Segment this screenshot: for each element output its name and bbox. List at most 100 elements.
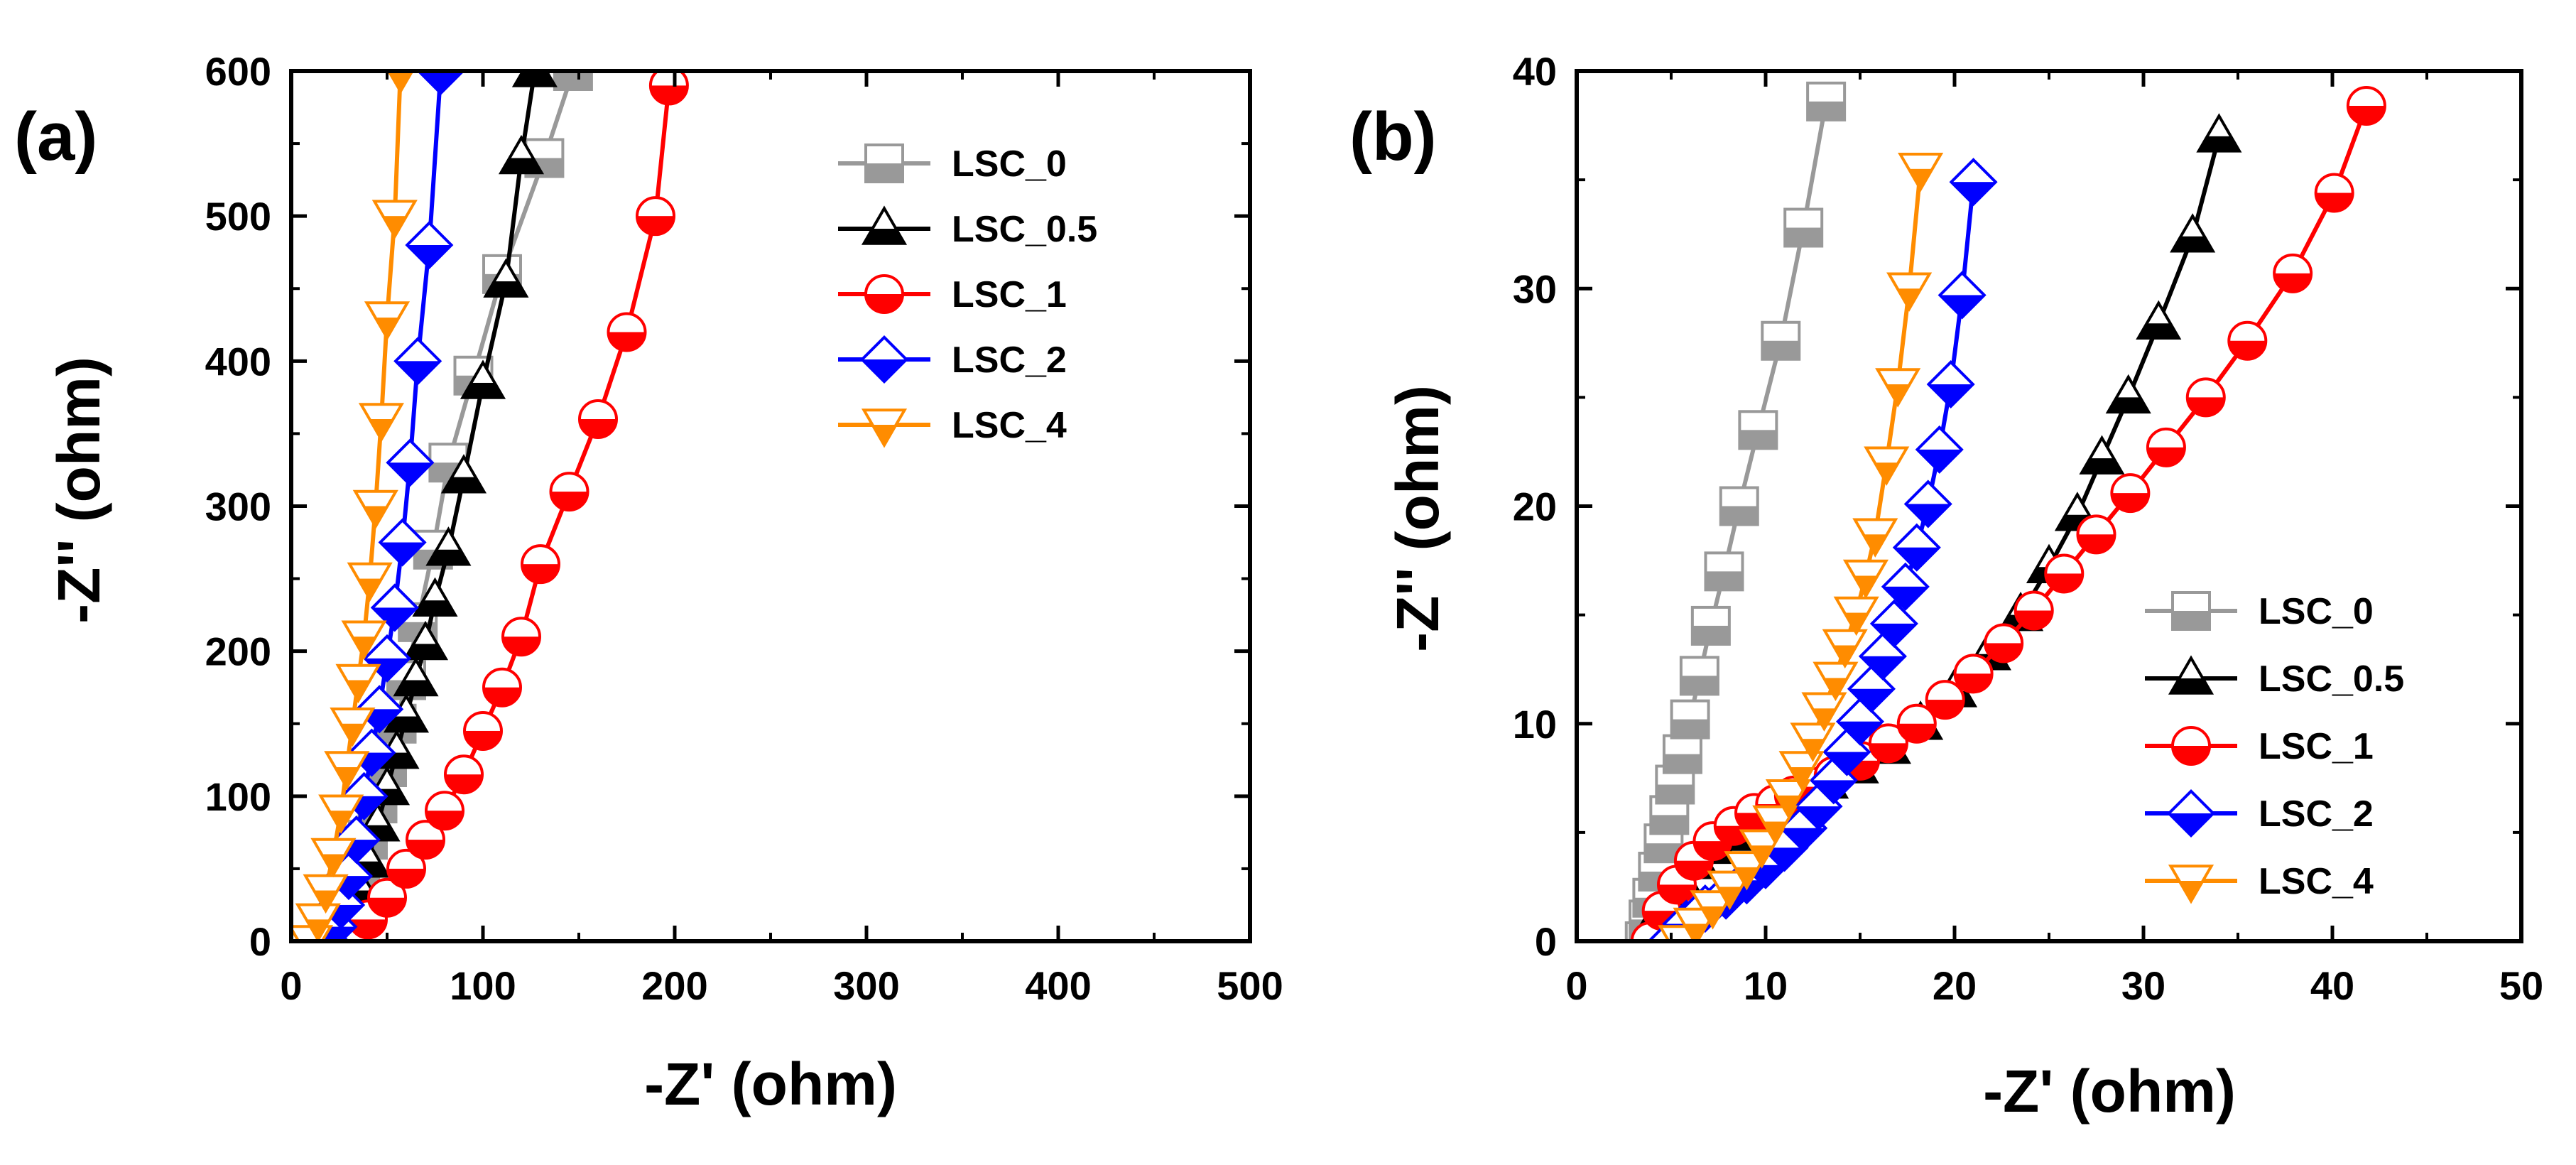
series-lsc-1-point [2110, 473, 2151, 514]
legend-item-lsc-0-5: LSC_0.5 [838, 205, 1097, 250]
x-tick-label: 20 [1933, 963, 1977, 1008]
series-lsc-0-5-point [393, 656, 439, 697]
series-lsc-0-5-point [425, 526, 472, 566]
series-lsc-2-point [1949, 158, 1998, 207]
series-lsc-1-point [1925, 680, 1965, 720]
x-tick-label: 10 [1744, 963, 1788, 1008]
series-lsc-0-point [1704, 551, 1744, 592]
series-lsc-1-point [1868, 723, 1908, 764]
series-lsc-0-point [1670, 699, 1710, 739]
series-lsc-1-point [578, 399, 618, 439]
panel-a-axes: 0 100 200 300 400 500 0 100 200 300 400 500 600 [205, 49, 1283, 1008]
legend-item-lsc-4: LSC_4 [838, 405, 1067, 448]
series-lsc-1-point [1896, 703, 1937, 744]
x-tick-label: 300 [833, 963, 899, 1008]
series-lsc-0-point [1806, 81, 1847, 121]
series-lsc-0-5-point [2170, 213, 2216, 253]
series-lsc-1-point [636, 196, 675, 237]
y-tick-label: 20 [1513, 484, 1557, 529]
series-lsc-1-point [386, 848, 426, 889]
legend-item-lsc-1: LSC_1 [2145, 726, 2374, 767]
series-lsc-1-point [2044, 553, 2085, 594]
legend-item-lsc-0-5-label: LSC_0.5 [952, 209, 1097, 250]
series-lsc-0-5-point [2196, 113, 2242, 153]
x-tick-label: 200 [641, 963, 707, 1008]
x-tick-label: 100 [450, 963, 516, 1008]
panel-b-plot-area [1624, 81, 2386, 941]
series-lsc-2-point [1938, 271, 1987, 320]
panel-b-label: (b) [1349, 99, 1437, 175]
series-lsc-0-5-point [511, 71, 558, 87]
legend-item-lsc-0-marker [864, 143, 904, 183]
panel-b-x-axis-title: -Z' (ohm) [1983, 1058, 2236, 1125]
x-tick-label: 500 [1217, 963, 1283, 1008]
panel-a-x-axis-title: -Z' (ohm) [644, 1051, 897, 1117]
series-lsc-4-point [1875, 368, 1921, 408]
series-lsc-4-point [1886, 272, 1933, 312]
series-lsc-1-point [425, 791, 464, 831]
y-tick-label: 30 [1513, 266, 1557, 311]
legend-item-lsc-0-marker [2171, 591, 2211, 631]
legend-item-lsc-2: LSC_2 [2145, 789, 2374, 838]
series-lsc-0-point [1719, 486, 1759, 526]
legend-item-lsc-2-label: LSC_2 [952, 340, 1067, 381]
legend-item-lsc-1-label: LSC_1 [952, 274, 1067, 315]
panel-a-plot-area [291, 71, 689, 941]
series-lsc-1-point [2013, 590, 2054, 631]
legend-item-lsc-0-5-label: LSC_0.5 [2259, 659, 2404, 700]
series-lsc-1-point [501, 617, 541, 657]
series-lsc-2-point [1903, 479, 1952, 529]
series-lsc-0-point [1783, 207, 1824, 248]
series-lsc-1-point [2185, 377, 2226, 418]
legend-item-lsc-2-marker [2166, 789, 2216, 838]
series-lsc-1-point [2314, 173, 2354, 213]
legend-item-lsc-0-label: LSC_0 [2259, 591, 2374, 632]
panel-b-axes: 0 10 20 30 40 50 0 10 20 30 40 [1513, 49, 2543, 1008]
legend-item-lsc-4-marker [2168, 865, 2214, 904]
y-tick-label: 300 [205, 484, 271, 529]
series-lsc-0-5-point [2079, 435, 2125, 475]
legend-item-lsc-0: LSC_0 [838, 143, 1067, 185]
series-lsc-1-point [463, 710, 503, 751]
legend-item-lsc-1-marker [864, 274, 904, 314]
series-lsc-1-point [367, 877, 407, 918]
legend-item-lsc-0-5-marker [861, 205, 908, 245]
series-lsc-0-5-point [402, 620, 449, 661]
series-lsc-1-point [2227, 320, 2268, 361]
panel-a-y-axis-title: -Z'' (ohm) [45, 357, 112, 624]
series-lsc-1-point [2076, 514, 2116, 555]
series-lsc-0-point [1738, 410, 1778, 450]
legend-item-lsc-2-marker [859, 335, 909, 384]
series-lsc-4-point [1898, 153, 1944, 193]
x-tick-label: 40 [2310, 963, 2354, 1008]
series-lsc-0-5-point [498, 134, 545, 175]
panel-b-y-axis-title: -Z'' (ohm) [1384, 385, 1451, 652]
series-lsc-0-point [553, 71, 593, 91]
series-lsc-0-point [1690, 605, 1731, 646]
series-lsc-1-point [482, 667, 522, 708]
legend-item-lsc-4-marker [861, 408, 908, 448]
legend-item-lsc-4: LSC_4 [2145, 861, 2374, 904]
legend-item-lsc-0: LSC_0 [2145, 591, 2374, 632]
series-lsc-0-point [1679, 656, 1719, 696]
legend-item-lsc-4-label: LSC_4 [2259, 861, 2374, 902]
series-lsc-1-point [1953, 654, 1994, 694]
series-lsc-1-point [549, 472, 589, 512]
panel-a-label: (a) [14, 99, 97, 175]
series-lsc-4-point [1864, 446, 1910, 486]
y-tick-label: 40 [1513, 49, 1557, 94]
y-tick-label: 500 [205, 194, 271, 239]
panel-b-legend: LSC_0 LSC_0.5 LSC_1 LSC_2 LSC_4 [2145, 591, 2404, 904]
y-tick-label: 100 [205, 774, 271, 819]
legend-item-lsc-1-label: LSC_1 [2259, 726, 2374, 767]
y-tick-label: 600 [205, 49, 271, 94]
x-tick-label: 0 [1565, 963, 1587, 1008]
x-tick-label: 0 [280, 963, 302, 1008]
panel-a-legend: LSC_0 LSC_0.5 LSC_1 LSC_2 LSC_4 [838, 143, 1097, 448]
series-lsc-0-5-point [460, 359, 506, 399]
y-tick-label: 0 [249, 919, 271, 964]
panel-0-series-group [291, 71, 689, 941]
series-lsc-1-point [2146, 427, 2186, 467]
series-lsc-1 [329, 71, 689, 941]
series-lsc-0-5-point [2105, 374, 2151, 414]
